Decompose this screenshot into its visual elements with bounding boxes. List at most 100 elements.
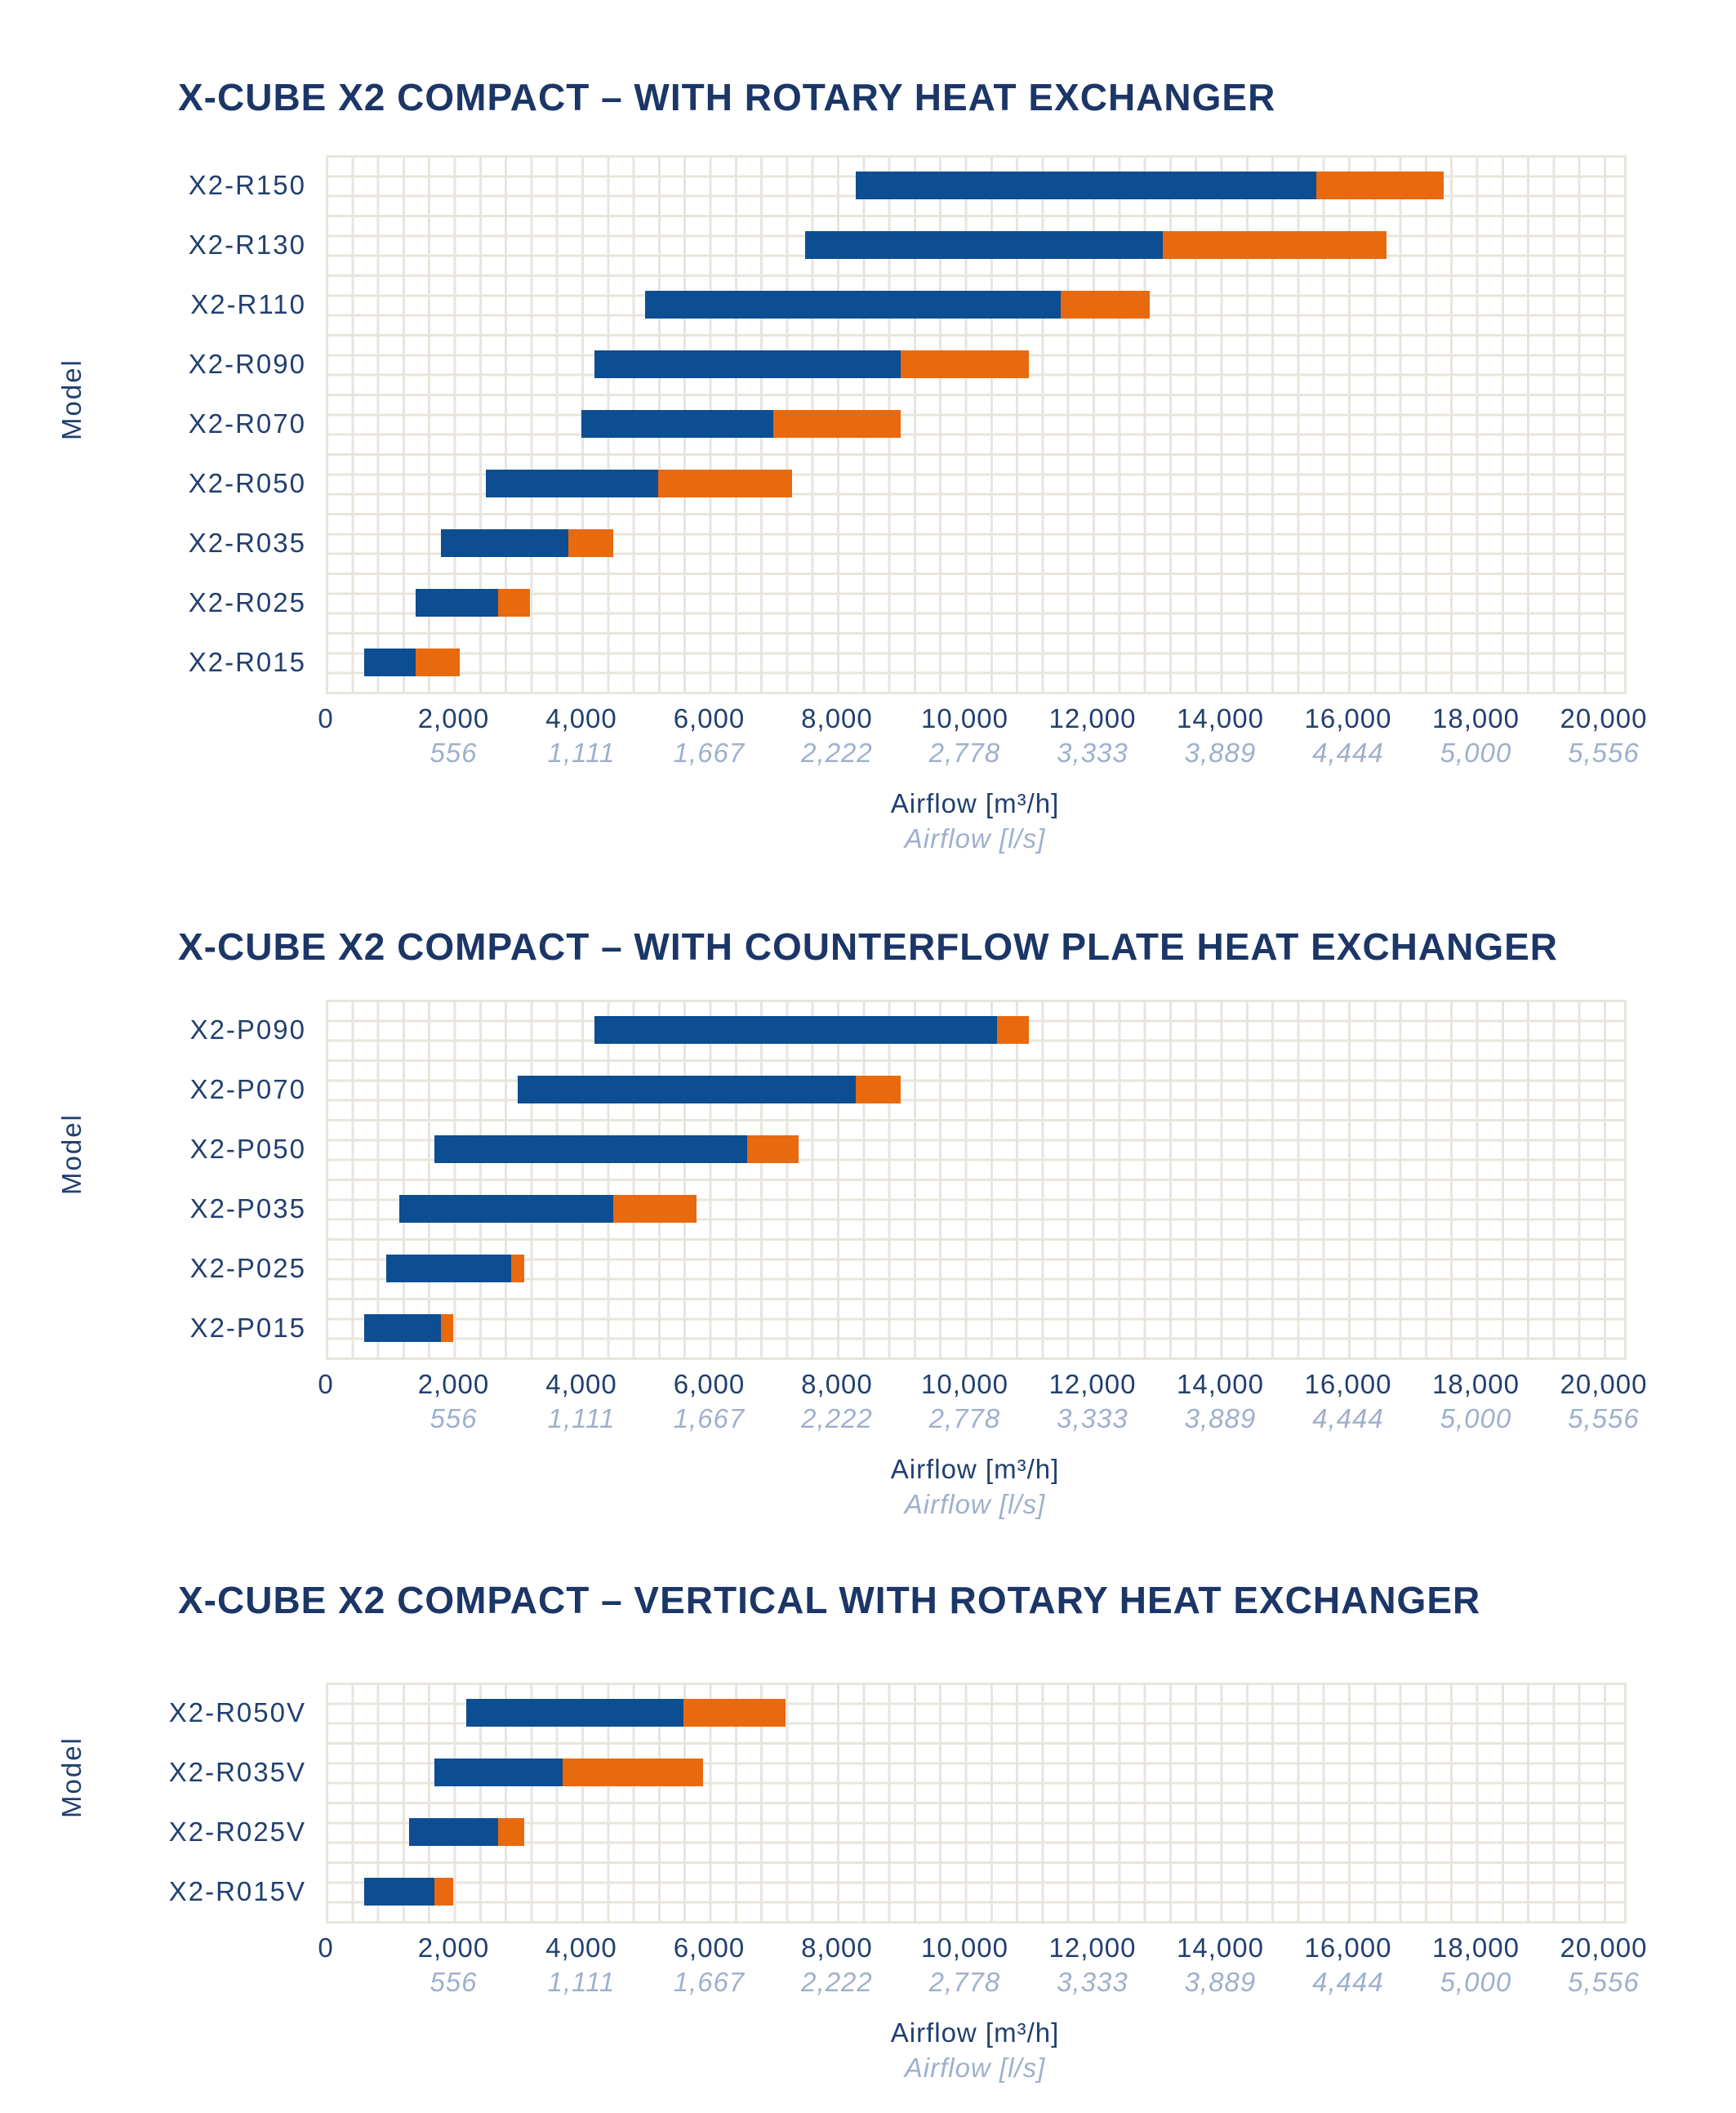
bar-blue-segment: [408, 1817, 499, 1846]
model-label: X2-R035V: [168, 1757, 306, 1787]
x-tick-primary: 4,000: [545, 703, 617, 733]
bar-blue-segment: [363, 648, 416, 676]
x-tick-primary: 10,000: [921, 1932, 1008, 1963]
bar-orange-segment: [415, 648, 461, 676]
x-tick-primary: 8,000: [801, 1932, 873, 1963]
plot-area: [326, 1000, 1627, 1360]
x-axis-title-ls: Airflow [l/s]: [904, 823, 1046, 854]
x-tick-secondary: 1,667: [673, 738, 746, 768]
x-ticks-m3h: 0 2,000 4,000 6,000 8,000 10,000 12,000 14,000 1…: [318, 1932, 1646, 1965]
x-ticks-ls: 556 1,111 1,667 2,222 2,778 3,333 3,889 4,444 5,…: [326, 1403, 1638, 1436]
x-tick-secondary: 2,778: [928, 738, 1001, 768]
x-tick-primary: 18,000: [1431, 1932, 1520, 1963]
x-tick-primary: 14,000: [1177, 703, 1264, 733]
model-label: X2-P035: [189, 1193, 306, 1224]
bar-orange-segment: [683, 1698, 786, 1727]
x-ticks-m3h: 0 2,000 4,000 6,000 8,000 10,000 12,000 14,000 1…: [318, 703, 1646, 736]
x-tick-secondary: 2,222: [801, 738, 873, 768]
x-tick-primary: 14,000: [1177, 1932, 1264, 1963]
bar-orange-segment: [772, 409, 901, 438]
x-axis-title-m3h: Airflow [m³/h]: [890, 1454, 1060, 1484]
model-label: X2-R150: [188, 170, 306, 200]
x-ticks-ls: 556 1,111 1,667 2,222 2,778 3,333 3,889 4,444 5,…: [326, 1967, 1638, 1999]
bar-blue-segment: [386, 1254, 511, 1282]
x-tick-secondary: 5,000: [1440, 1967, 1512, 1997]
model-label: X2-R015V: [168, 1876, 306, 1906]
bar-blue-segment: [594, 1015, 997, 1044]
bar-orange-segment: [856, 1075, 901, 1103]
chart-title: X-CUBE X2 COMPACT – WITH COUNTERFLOW PLA…: [178, 925, 1558, 968]
x-tick-primary: 6,000: [673, 1932, 746, 1963]
x-tick-secondary: 556: [430, 738, 478, 768]
bar-orange-segment: [1315, 171, 1444, 199]
x-tick-primary: 4,000: [545, 1932, 617, 1963]
x-tick-primary: 8,000: [801, 703, 873, 733]
bar-blue-segment: [398, 1194, 614, 1223]
x-tick-secondary: 2,222: [801, 1403, 873, 1433]
x-axis-title-m3h: Airflow [m³/h]: [890, 788, 1060, 818]
bar-orange-segment: [1060, 290, 1151, 319]
bar-blue-segment: [856, 171, 1316, 199]
x-tick-primary: 16,000: [1304, 1369, 1392, 1399]
bar-blue-segment: [594, 350, 901, 378]
x-ticks-ls: 556 1,111 1,667 2,222 2,778 3,333 3,889 4,444 5,…: [326, 738, 1638, 770]
x-tick-primary: 2,000: [417, 1932, 490, 1963]
x-tick-primary: 0: [318, 703, 334, 733]
model-label: X2-P090: [189, 1014, 306, 1045]
x-tick-primary: 16,000: [1304, 1932, 1392, 1963]
bar-orange-segment: [996, 1015, 1029, 1044]
x-tick-secondary: 4,444: [1312, 1403, 1384, 1433]
x-tick-primary: 14,000: [1177, 1369, 1264, 1399]
model-labels: X2-R050V X2-R035V X2-R025V X2-R015V: [82, 1683, 306, 1921]
x-tick-secondary: 5,000: [1440, 738, 1512, 768]
bar-blue-segment: [517, 1075, 857, 1103]
bar-blue-segment: [581, 409, 773, 438]
x-tick-secondary: 3,889: [1184, 1967, 1257, 1997]
x-tick-secondary: 3,889: [1184, 738, 1257, 768]
bar-orange-segment: [440, 1313, 454, 1342]
model-label: X2-R110: [190, 289, 306, 319]
plot-area: [326, 1683, 1627, 1924]
x-tick-primary: 12,000: [1048, 1932, 1137, 1963]
bar-blue-segment: [415, 588, 499, 617]
x-tick-secondary: 2,778: [928, 1403, 1001, 1433]
model-label: X2-R015: [188, 647, 306, 677]
x-tick-primary: 16,000: [1304, 703, 1392, 733]
x-axis-title-ls: Airflow [l/s]: [904, 1489, 1046, 1519]
bar-blue-segment: [434, 1135, 748, 1163]
bar-orange-segment: [498, 588, 531, 617]
model-label: X2-P025: [189, 1253, 306, 1283]
bar-orange-segment: [657, 469, 793, 497]
model-labels: X2-P090 X2-P070 X2-P050 X2-P035 X2-P025 X2-P0…: [82, 1000, 306, 1357]
x-tick-secondary: 3,333: [1057, 1403, 1128, 1433]
chart-title: X-CUBE X2 COMPACT – VERTICAL WITH ROTARY…: [178, 1579, 1481, 1621]
model-label: X2-P015: [189, 1313, 306, 1343]
bar-blue-segment: [363, 1877, 434, 1906]
x-tick-secondary: 1,111: [547, 1403, 616, 1433]
model-labels: X2-R150 X2-R130 X2-R110 X2-R090 X2-R070 X2-R0…: [82, 155, 306, 692]
x-tick-primary: 6,000: [673, 1369, 746, 1399]
model-label: X2-R050V: [168, 1697, 306, 1727]
x-tick-primary: 20,000: [1560, 703, 1648, 733]
bar-orange-segment: [1163, 230, 1387, 259]
x-tick-secondary: 556: [430, 1403, 478, 1433]
x-tick-primary: 10,000: [921, 1369, 1008, 1399]
bar-orange-segment: [562, 1758, 703, 1786]
bar-orange-segment: [510, 1254, 524, 1282]
bar-blue-segment: [434, 1758, 563, 1786]
bar-orange-segment: [901, 350, 1029, 378]
x-tick-secondary: 1,111: [547, 1967, 616, 1997]
x-tick-secondary: 4,444: [1312, 738, 1384, 768]
x-axis-title-ls: Airflow [l/s]: [904, 2053, 1046, 2083]
x-tick-primary: 18,000: [1431, 1369, 1520, 1399]
x-tick-primary: 12,000: [1048, 1369, 1137, 1399]
x-tick-secondary: 2,222: [801, 1967, 873, 1997]
model-label: X2-R035: [188, 528, 306, 558]
x-tick-secondary: 5,556: [1568, 1967, 1640, 1997]
bar-orange-segment: [568, 528, 614, 557]
x-tick-secondary: 1,667: [673, 1967, 746, 1997]
bar-orange-segment: [613, 1194, 697, 1223]
bar-orange-segment: [434, 1877, 454, 1906]
model-label: X2-R090: [188, 349, 306, 379]
